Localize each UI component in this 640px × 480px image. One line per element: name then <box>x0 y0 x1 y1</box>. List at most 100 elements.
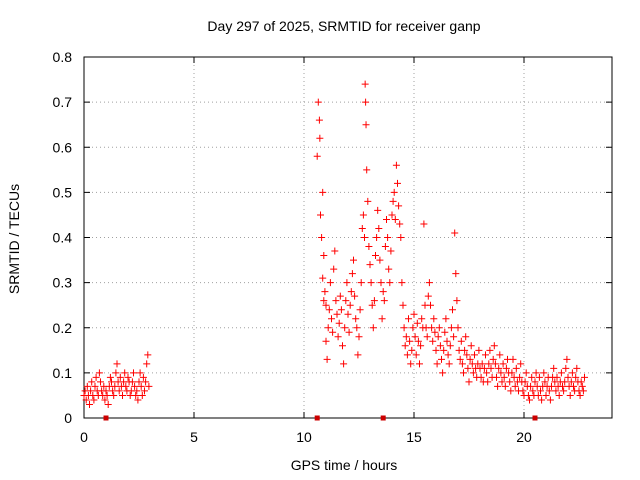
data-point <box>394 179 401 187</box>
data-point <box>498 378 506 386</box>
data-point <box>527 382 535 390</box>
data-point <box>318 234 326 241</box>
data-point <box>517 360 525 368</box>
data-point <box>345 328 353 336</box>
data-point <box>446 342 454 350</box>
data-point <box>401 342 409 350</box>
data-point <box>546 396 554 404</box>
data-point <box>128 378 136 386</box>
data-point <box>135 378 143 386</box>
data-point <box>500 373 508 381</box>
data-point <box>531 378 539 386</box>
data-point <box>92 373 100 381</box>
y-tick-label: 0.4 <box>53 230 73 246</box>
data-point <box>374 206 382 214</box>
x-axis-marker <box>103 415 109 421</box>
data-point <box>388 211 396 219</box>
y-axis-label: SRMTID / TECUs <box>6 184 22 294</box>
data-point <box>384 234 392 241</box>
data-point <box>380 297 388 305</box>
data-point <box>542 391 550 399</box>
x-tick-label: 10 <box>296 429 312 445</box>
x-axis-marker <box>314 415 320 421</box>
data-point <box>395 202 403 210</box>
data-point <box>332 297 340 305</box>
data-point <box>570 382 577 390</box>
data-point <box>131 382 139 390</box>
data-point <box>576 391 584 399</box>
data-point <box>579 387 587 395</box>
data-point <box>487 364 495 372</box>
data-point <box>434 333 442 341</box>
data-point <box>509 355 517 363</box>
x-tick-label: 20 <box>516 429 532 445</box>
data-point <box>365 243 373 251</box>
data-point <box>560 387 568 395</box>
data-point <box>379 288 387 296</box>
data-point <box>142 378 150 386</box>
data-point <box>462 333 470 341</box>
data-point <box>132 391 140 399</box>
data-point <box>490 342 498 350</box>
y-tick-label: 0 <box>64 410 72 426</box>
data-point <box>519 387 527 395</box>
data-point <box>139 373 147 381</box>
data-point <box>443 337 451 345</box>
data-point <box>95 369 103 377</box>
data-point <box>399 301 407 309</box>
data-point <box>339 342 346 350</box>
data-point <box>450 333 458 341</box>
data-point <box>436 342 444 350</box>
data-point <box>537 387 544 395</box>
data-point <box>425 279 433 287</box>
data-point <box>439 369 447 377</box>
data-point <box>342 297 350 305</box>
data-point <box>416 360 423 368</box>
data-point <box>534 391 542 399</box>
data-point <box>429 337 437 345</box>
data-point <box>144 351 152 359</box>
data-point <box>489 355 497 363</box>
data-point <box>410 310 418 318</box>
data-point <box>483 369 491 377</box>
data-point <box>461 346 469 354</box>
data-point <box>496 351 504 359</box>
data-point <box>424 292 432 300</box>
data-point <box>432 346 440 354</box>
grid-lines <box>84 57 612 418</box>
data-point <box>337 306 345 314</box>
x-tick-label: 5 <box>190 429 198 445</box>
data-point <box>581 373 588 381</box>
data-point <box>532 369 540 377</box>
data-point <box>564 373 572 381</box>
data-point <box>516 373 524 381</box>
data-point <box>364 197 372 205</box>
data-point <box>471 351 478 359</box>
data-point <box>456 355 464 363</box>
data-point <box>396 220 404 228</box>
data-point <box>87 387 95 395</box>
data-point <box>317 211 324 219</box>
data-point <box>386 279 394 287</box>
data-point <box>441 328 449 336</box>
data-point <box>409 324 417 332</box>
data-point <box>420 220 428 228</box>
data-point <box>486 346 494 354</box>
data-point <box>442 315 450 323</box>
data-point <box>133 387 141 395</box>
data-point <box>369 324 377 332</box>
data-point <box>83 382 91 390</box>
chart-title: Day 297 of 2025, SRMTID for receiver gan… <box>207 18 480 34</box>
data-point <box>497 369 505 377</box>
data-point <box>451 229 459 237</box>
data-point <box>402 333 410 341</box>
data-point <box>572 373 580 381</box>
data-point <box>452 270 460 278</box>
data-point <box>323 355 331 363</box>
y-tick-label: 0.1 <box>53 365 73 381</box>
data-point <box>124 373 132 381</box>
data-point <box>550 364 558 372</box>
data-point <box>427 301 434 309</box>
data-point <box>121 369 129 377</box>
